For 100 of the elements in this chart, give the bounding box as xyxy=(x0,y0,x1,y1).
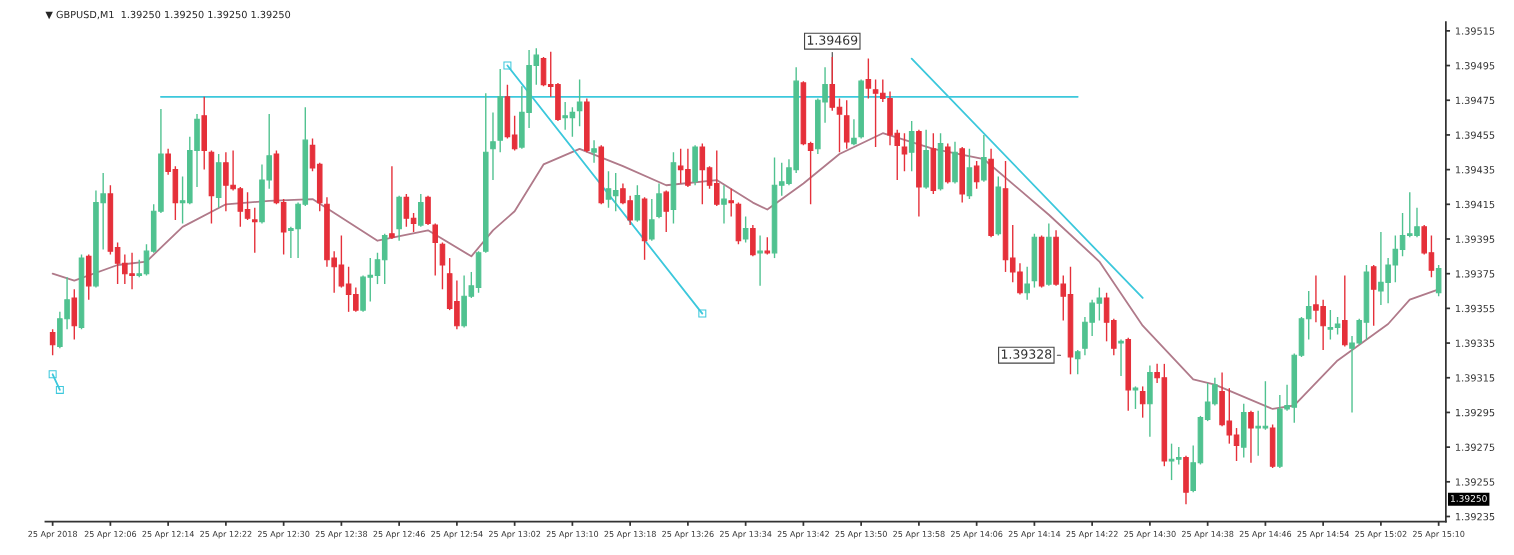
candlestick xyxy=(1139,385,1146,419)
candlestick xyxy=(143,243,150,277)
x-tick-label: 25 Apr 12:22 xyxy=(200,530,252,539)
y-tick-label: 1.39275 xyxy=(1455,443,1495,451)
x-tick-label: 25 Apr 14:38 xyxy=(1181,530,1234,539)
y-tick-label: 1.39415 xyxy=(1455,200,1495,209)
x-tick-label: 25 Apr 14:46 xyxy=(1239,530,1292,539)
candlestick xyxy=(836,97,843,153)
candlestick xyxy=(591,139,597,164)
candlestick xyxy=(699,142,706,206)
candlestick xyxy=(663,189,670,233)
point xyxy=(48,370,57,379)
y-tick-label: 1.39435 xyxy=(1455,166,1495,174)
point xyxy=(698,309,707,318)
candlestick xyxy=(403,193,410,228)
candlestick xyxy=(1074,349,1081,375)
candlestick xyxy=(908,120,915,173)
x-tick-label: 25 Apr 15:02 xyxy=(1355,530,1407,539)
candlestick xyxy=(374,252,381,285)
candlestick xyxy=(706,165,713,190)
point xyxy=(503,61,512,70)
y-tick-label: 1.39255 xyxy=(1455,478,1495,486)
x-tick-label: 25 Apr 12:38 xyxy=(315,530,368,539)
candlestick xyxy=(114,241,121,285)
candlestick xyxy=(389,165,395,240)
candlestick xyxy=(757,234,763,287)
candlestick xyxy=(1132,385,1139,410)
candlestick xyxy=(721,184,727,225)
y-tick-label: 1.39395 xyxy=(1455,235,1495,243)
y-tick-label: 1.39295 xyxy=(1455,408,1495,417)
x-tick-label: 25 Apr 12:30 xyxy=(257,530,310,539)
candlestick xyxy=(511,115,518,152)
chart-title: ▼ GBPUSD,M1 1.39250 1.39250 1.39250 1.39250 xyxy=(45,10,291,20)
candlestick xyxy=(1255,410,1261,457)
x-tick-label: 25 Apr 13:58 xyxy=(893,530,945,539)
candlestick xyxy=(901,132,908,173)
candlestick xyxy=(49,328,56,356)
candlestick xyxy=(179,175,186,225)
y-tick-label: 1.39235 xyxy=(1455,512,1495,521)
candlestick xyxy=(1370,264,1377,327)
x-tick-label: 25 Apr 14:22 xyxy=(1066,530,1118,539)
candlestick xyxy=(309,137,316,173)
annotation: 1.39469 xyxy=(807,35,858,45)
candlestick xyxy=(1118,338,1124,377)
candlestick xyxy=(1399,212,1406,258)
y-tick-label: 1.39475 xyxy=(1455,96,1495,105)
y-tick-label: 1.39315 xyxy=(1455,374,1495,382)
x-tick-label: 25 Apr 12:54 xyxy=(431,530,483,539)
x-tick-label: 25 Apr 14:14 xyxy=(1008,530,1061,539)
candlestick xyxy=(576,78,583,127)
text: 1.39250 xyxy=(1451,495,1487,502)
y-tick-label: 1.39375 xyxy=(1455,270,1495,278)
candlestick xyxy=(872,78,879,148)
candlestick xyxy=(1233,427,1240,462)
candlestick xyxy=(865,57,872,100)
x-tick-label: 25 Apr 13:18 xyxy=(604,530,656,539)
candlestick xyxy=(1168,442,1175,481)
candlestick xyxy=(742,215,749,244)
candlestick xyxy=(612,172,619,212)
candlestick xyxy=(713,149,720,207)
x-tick-label: 25 Apr 14:54 xyxy=(1297,530,1349,539)
x-tick-label: 25 Apr 13:10 xyxy=(546,530,599,539)
candlestick xyxy=(1305,290,1312,341)
candlestick xyxy=(338,234,345,289)
y-tick-label: 1.39495 xyxy=(1455,62,1495,70)
x-tick-label: 25 Apr 13:50 xyxy=(835,530,887,539)
candlestick xyxy=(981,134,987,183)
candlestick xyxy=(851,118,857,147)
candlestick xyxy=(251,207,258,254)
candlestick xyxy=(728,188,735,218)
candlestick xyxy=(353,286,359,313)
x-tick-label: 25 Apr 12:46 xyxy=(373,530,425,539)
x-tick-label: 25 Apr 15:10 xyxy=(1412,530,1465,539)
candlestick xyxy=(973,160,980,190)
candlestick xyxy=(1327,309,1334,341)
x-tick-label: 25 Apr 13:34 xyxy=(719,530,772,539)
y-tick-label: 1.39355 xyxy=(1455,304,1495,313)
candlestick xyxy=(807,141,814,206)
candlestick xyxy=(490,111,496,181)
candlestick xyxy=(656,182,662,219)
y-tick-label: 1.39455 xyxy=(1455,131,1495,139)
annotation: 1.39328 xyxy=(1001,349,1052,359)
x-tick-label: 25 Apr 12:06 xyxy=(84,530,137,539)
y-tick-label: 1.39335 xyxy=(1455,339,1495,347)
x-tick-label: 25 Apr 13:42 xyxy=(777,530,829,539)
candlestick xyxy=(649,198,655,242)
candlestick xyxy=(439,241,446,290)
candlestick xyxy=(1024,266,1030,301)
candlestick xyxy=(345,266,352,313)
candlestick xyxy=(244,191,251,221)
x-tick-label: 25 Apr 12:14 xyxy=(142,530,194,539)
candlestick xyxy=(562,101,568,131)
candlestick xyxy=(1262,380,1269,431)
candlestick xyxy=(418,193,424,228)
candlestick xyxy=(432,222,439,277)
x-tick-label: 25 Apr 14:30 xyxy=(1124,530,1176,539)
candlestick xyxy=(605,170,612,209)
point xyxy=(55,385,64,394)
x-tick-label: 25 Apr 14:06 xyxy=(950,530,1003,539)
x-tick-label: 25 Apr 13:26 xyxy=(662,530,714,539)
